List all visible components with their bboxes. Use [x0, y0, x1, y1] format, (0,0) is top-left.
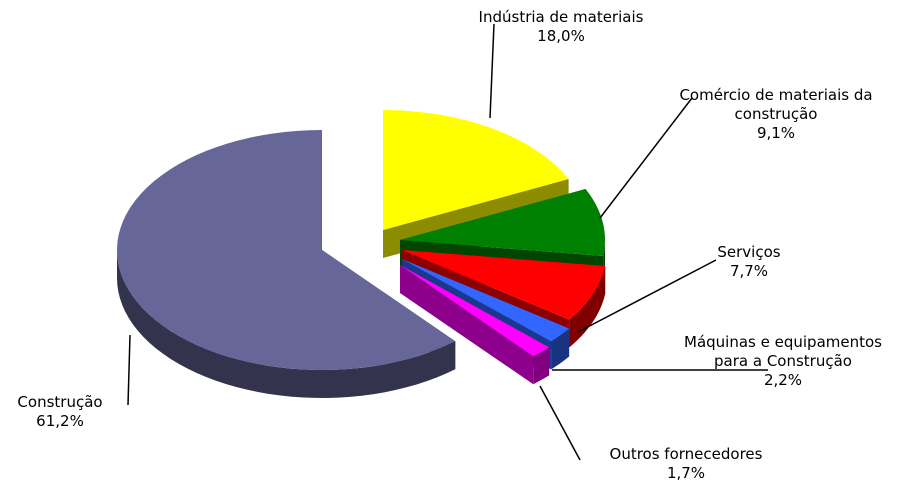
category-label: Comércio de materiais da construção [679, 86, 873, 123]
category-label: Outros fornecedores [609, 445, 763, 463]
slice-wall [533, 347, 550, 385]
value-label: 7,7% [729, 262, 769, 280]
value-label: 2,2% [763, 371, 803, 389]
category-label: Serviços [717, 243, 781, 261]
value-label: 1,7% [666, 464, 706, 482]
slice [402, 250, 606, 320]
value-label: 61,2% [36, 412, 84, 430]
slice [383, 110, 569, 230]
slice-wall [551, 328, 570, 370]
slice-wall [117, 250, 456, 398]
slice [400, 189, 605, 256]
data-label: Construção 61,2% [4, 393, 116, 431]
value-label: 18,0% [537, 27, 585, 45]
slice-side [400, 265, 534, 385]
data-label: Serviços 7,7% [699, 243, 799, 281]
slice [400, 265, 550, 357]
category-label: Indústria de materiais [478, 8, 644, 26]
leader-line [489, 23, 495, 119]
leader-line [539, 385, 581, 461]
slice [117, 130, 456, 370]
slice [402, 259, 570, 342]
data-label: Comércio de materiais da construção 9,1% [676, 86, 876, 143]
data-label: Máquinas e equipamentos para a Construçã… [680, 333, 886, 390]
slice-wall [569, 265, 606, 348]
category-label: Construção [17, 393, 103, 411]
leader-line [577, 259, 717, 333]
category-label: Máquinas e equipamentos para a Construçã… [684, 333, 882, 370]
data-label: Outros fornecedores 1,7% [576, 445, 796, 483]
leader-line [127, 334, 131, 406]
value-label: 9,1% [756, 124, 796, 142]
data-label: Indústria de materiais 18,0% [431, 8, 691, 46]
leader-line [599, 97, 693, 219]
